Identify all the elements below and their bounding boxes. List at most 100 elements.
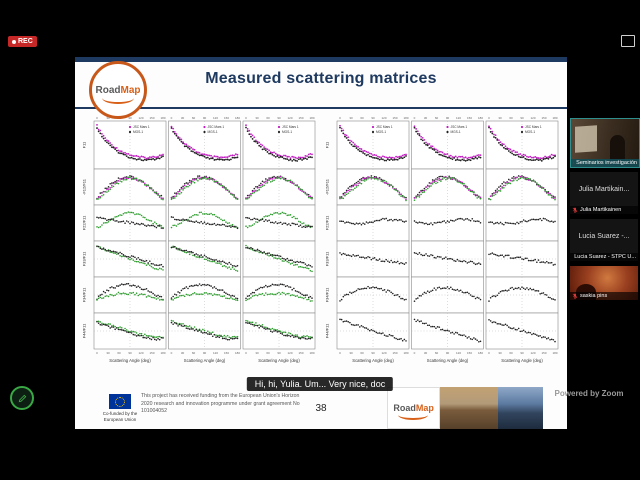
svg-text:120: 120 (138, 351, 143, 355)
svg-text:0: 0 (414, 116, 416, 120)
svg-text:Scattering Angle (deg): Scattering Angle (deg) (184, 358, 226, 363)
svg-text:MGS-1: MGS-1 (451, 130, 461, 134)
svg-text:90: 90 (277, 351, 281, 355)
svg-text:90: 90 (446, 116, 450, 120)
svg-text:60: 60 (435, 116, 439, 120)
powered-by-zoom-label: Powered by Zoom (554, 389, 624, 398)
mic-muted-icon (573, 162, 575, 164)
mic-muted-icon (572, 207, 578, 213)
svg-text:Scattering Angle (deg): Scattering Angle (deg) (427, 358, 469, 363)
participant-name-label: Lucia Suarez - STPC U... (570, 253, 638, 261)
svg-text:30: 30 (181, 116, 185, 120)
svg-text:180: 180 (160, 116, 165, 120)
svg-text:60: 60 (360, 351, 364, 355)
footer-logo-text-map: Map (415, 403, 434, 413)
participant-tile-julia[interactable]: Julia Martikain... Julia Martikainen (570, 172, 638, 214)
svg-text:180: 180 (309, 351, 314, 355)
svg-text:30: 30 (349, 351, 353, 355)
pencil-icon (18, 394, 26, 402)
svg-text:F11: F11 (82, 141, 87, 148)
svg-text:150: 150 (149, 351, 154, 355)
svg-text:90: 90 (520, 116, 524, 120)
participant-name-text: Julia Martikainen (580, 207, 622, 213)
svg-text:90: 90 (520, 351, 524, 355)
svg-text:JSC Mars 1: JSC Mars 1 (376, 125, 393, 129)
svg-text:-F12/F11: -F12/F11 (82, 178, 87, 195)
annotation-tool-button[interactable] (10, 386, 34, 410)
svg-text:150: 150 (541, 351, 546, 355)
svg-text:60: 60 (266, 351, 270, 355)
svg-text:120: 120 (381, 116, 386, 120)
svg-text:F44/F11: F44/F11 (325, 323, 330, 338)
svg-text:0: 0 (339, 116, 341, 120)
svg-text:180: 180 (478, 351, 483, 355)
svg-text:150: 150 (467, 351, 472, 355)
svg-text:Scattering Angle (deg): Scattering Angle (deg) (109, 358, 151, 363)
svg-text:F33/F11: F33/F11 (82, 251, 87, 266)
roadmap-logo-swoosh (102, 92, 134, 104)
svg-text:MGS-1: MGS-1 (208, 130, 218, 134)
svg-text:120: 120 (213, 116, 218, 120)
svg-text:180: 180 (478, 116, 483, 120)
scattering-matrix-panel-left: 0 0 30 30 60 60 90 90 120 120 150 150 180 180 Scatteri… (81, 113, 318, 379)
svg-text:0: 0 (339, 351, 341, 355)
svg-text:JSC Mars 1: JSC Mars 1 (525, 125, 542, 129)
participant-name-text: saskia pins (580, 293, 608, 299)
svg-text:90: 90 (203, 351, 207, 355)
svg-text:0: 0 (171, 116, 173, 120)
svg-text:F22/F11: F22/F11 (325, 215, 330, 230)
footer-logo-swoosh (398, 410, 428, 420)
svg-text:120: 120 (287, 351, 292, 355)
svg-text:Scattering Angle (deg): Scattering Angle (deg) (258, 358, 300, 363)
participant-name-label: saskia pins (570, 292, 638, 300)
svg-text:120: 120 (456, 116, 461, 120)
svg-text:30: 30 (106, 351, 110, 355)
slide-title: Measured scattering matrices (205, 70, 437, 87)
svg-text:Scattering Angle (deg): Scattering Angle (deg) (352, 358, 394, 363)
roadmap-footer-logo: RoadMap (387, 387, 441, 429)
svg-text:90: 90 (277, 116, 281, 120)
svg-text:0: 0 (488, 116, 490, 120)
fullscreen-view-icon[interactable] (621, 35, 635, 47)
svg-text:0: 0 (171, 351, 173, 355)
presentation-slide: Road Map Measured scattering matrices 0 0 3… (75, 57, 567, 429)
svg-text:180: 180 (552, 351, 557, 355)
svg-text:30: 30 (181, 351, 185, 355)
recording-label: REC (18, 38, 33, 45)
svg-text:180: 180 (403, 351, 408, 355)
participant-center-name: Julia Martikain... (578, 185, 630, 193)
recording-dot-icon (12, 39, 16, 44)
svg-text:0: 0 (245, 116, 247, 120)
svg-text:-F12/F11: -F12/F11 (325, 178, 330, 195)
mountain-sky-photo (497, 387, 543, 429)
scattering-matrix-figures: 0 0 30 30 60 60 90 90 120 120 150 150 180 180 Scatteri… (81, 113, 561, 379)
svg-text:90: 90 (203, 116, 207, 120)
live-caption: Hi, hi, Yulia. Um... Very nice, doc (246, 377, 394, 391)
svg-text:150: 150 (149, 116, 154, 120)
participant-name-label: Julia Martikainen (570, 206, 638, 214)
participant-name-label: Seminarios investigación (571, 159, 639, 167)
participant-tile-lucia[interactable]: Lucia Suarez -... Lucia Suarez - STPC U.… (570, 219, 638, 261)
svg-text:90: 90 (371, 116, 375, 120)
svg-text:150: 150 (467, 116, 472, 120)
participant-tile-saskia[interactable]: saskia pins (570, 266, 638, 300)
participant-name-text: Seminarios investigación (576, 160, 637, 166)
svg-text:0: 0 (245, 351, 247, 355)
scattering-matrix-panel-right: 0 0 30 30 60 60 90 90 120 120 150 150 180 180 Scatteri… (324, 113, 561, 379)
svg-text:60: 60 (266, 116, 270, 120)
eu-stars-icon (115, 396, 125, 407)
participant-tile-seminarios[interactable]: Seminarios investigación (570, 118, 640, 168)
svg-text:150: 150 (541, 116, 546, 120)
roadmap-logo-text-map: Map (120, 84, 141, 96)
svg-text:0: 0 (96, 351, 98, 355)
svg-text:MGS-1: MGS-1 (376, 130, 386, 134)
svg-text:120: 120 (456, 351, 461, 355)
svg-text:150: 150 (392, 351, 397, 355)
svg-text:30: 30 (106, 116, 110, 120)
svg-text:120: 120 (530, 351, 535, 355)
svg-text:150: 150 (224, 351, 229, 355)
svg-text:120: 120 (381, 351, 386, 355)
participant-name-text: Lucia Suarez - STPC U... (574, 254, 636, 260)
title-divider (75, 107, 567, 109)
